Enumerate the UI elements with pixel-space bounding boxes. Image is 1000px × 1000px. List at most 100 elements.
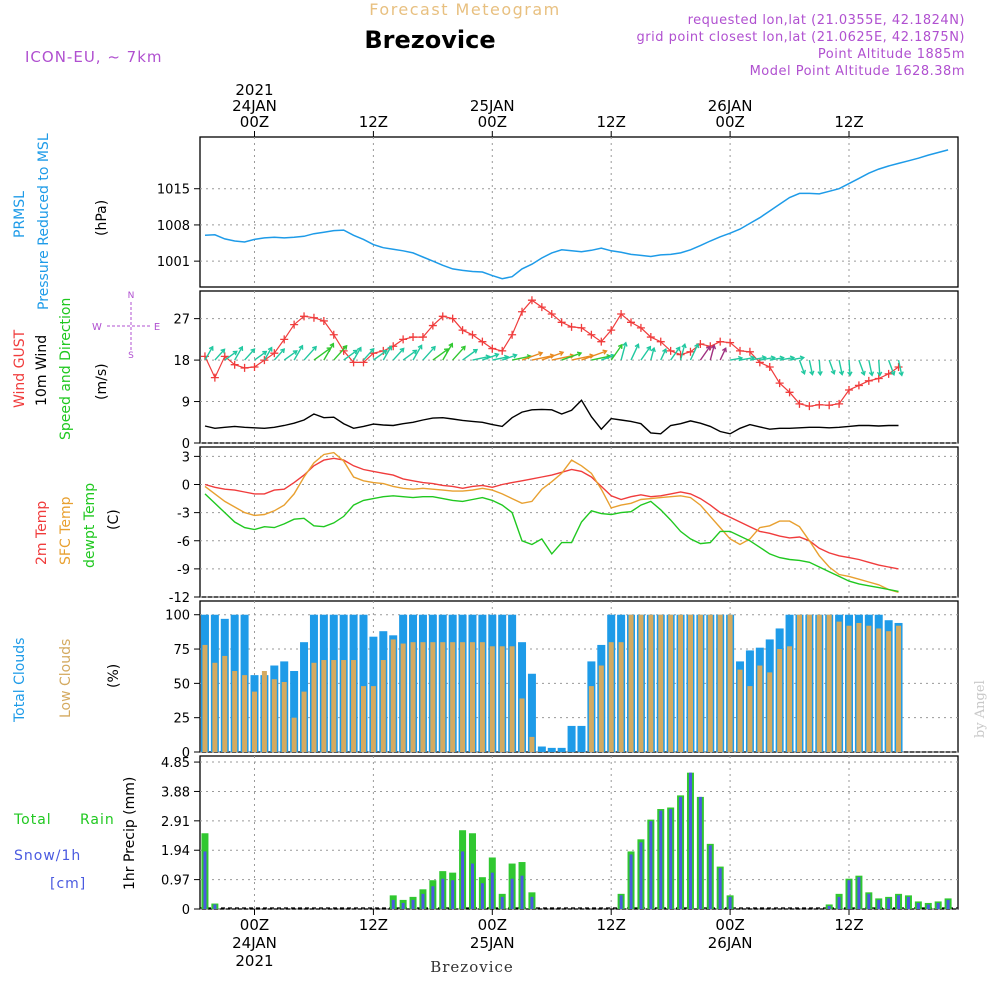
wind-arrow-head bbox=[675, 346, 681, 352]
wind-arrow-shaft bbox=[263, 347, 273, 361]
wind-gust-marker bbox=[607, 326, 616, 335]
precip-snow-bar bbox=[520, 875, 524, 909]
cloud-low-bar bbox=[410, 642, 416, 752]
wind-gust-marker bbox=[527, 296, 536, 305]
cloud-low-bar bbox=[796, 614, 802, 752]
cloud-low-bar bbox=[261, 671, 267, 752]
wind-ytick-label: 9 bbox=[182, 396, 190, 411]
pressure-label-unit: (hPa) bbox=[94, 200, 110, 236]
compass-w: W bbox=[92, 322, 102, 333]
top-time-label: 24JAN bbox=[232, 97, 277, 115]
wind-direction-arrow bbox=[561, 351, 583, 361]
precip-snow-bar bbox=[916, 902, 920, 909]
top-time-label: 00Z bbox=[478, 113, 507, 131]
pressure-label-prmsl: PRMSL bbox=[12, 191, 28, 238]
cloud-low-bar bbox=[836, 621, 842, 752]
wind-arrow-head bbox=[238, 345, 244, 351]
cloud-total-bar bbox=[359, 614, 368, 752]
wind-gust-marker bbox=[329, 330, 338, 339]
precip-label-cm: [cm] bbox=[50, 876, 86, 892]
wind-gust-marker bbox=[736, 346, 745, 355]
wind-arrow-head bbox=[369, 347, 375, 353]
wind-arrow-head bbox=[860, 370, 866, 376]
wind-arrow-head bbox=[329, 342, 335, 348]
wind-direction-arrow bbox=[283, 350, 298, 361]
wind-direction-arrow bbox=[224, 350, 238, 361]
precip-label-total: Total bbox=[13, 812, 52, 828]
wind-direction-arrow bbox=[887, 359, 896, 376]
wind-gust-marker bbox=[656, 337, 665, 346]
wind-gust-marker bbox=[646, 333, 655, 342]
cloud-low-bar bbox=[608, 642, 614, 752]
wind-gust-marker bbox=[409, 333, 418, 342]
cloud-low-bar bbox=[242, 675, 248, 752]
wind-arrow-head bbox=[617, 343, 623, 349]
precip-panel-labels: Total Rain Snow/1h [cm] 1hr Precip (mm) bbox=[13, 777, 138, 892]
wind-arrow-head bbox=[538, 351, 544, 357]
temp-label-2m: 2m Temp bbox=[34, 501, 50, 565]
cloud-low-bar bbox=[301, 691, 307, 752]
wind-arrow-shaft bbox=[571, 354, 594, 361]
wind-arrow-shaft bbox=[689, 343, 699, 361]
wind-direction-arrow bbox=[442, 342, 454, 361]
wind-direction-arrow bbox=[709, 344, 717, 361]
wind-gust-marker bbox=[537, 303, 546, 312]
cloud-low-bar bbox=[440, 642, 446, 752]
temp-sfc-line bbox=[204, 451, 899, 593]
wind-arrow-shaft bbox=[709, 345, 715, 361]
precip-snow-bar bbox=[827, 905, 831, 909]
wind-ytick-label: 18 bbox=[173, 354, 190, 369]
wind-ytick-label: 0 bbox=[182, 437, 190, 452]
wind-arrow-shaft bbox=[362, 348, 375, 361]
wind-arrow-shaft bbox=[739, 356, 755, 361]
wind-arrow-head bbox=[399, 347, 405, 353]
wind-label-10m: 10m Wind bbox=[34, 335, 50, 406]
wind-arrow-shaft bbox=[719, 348, 727, 361]
precip-snow-bar bbox=[847, 880, 851, 909]
wind-gust-marker bbox=[319, 316, 328, 325]
bottom-time-label: 24JAN bbox=[232, 934, 277, 952]
wind-arrow-shaft bbox=[779, 356, 794, 361]
precip-snow-bar bbox=[391, 899, 395, 909]
wind-arrow-head bbox=[382, 349, 388, 355]
wind-gust-marker bbox=[567, 322, 576, 331]
compass-n: N bbox=[128, 291, 135, 301]
wind-direction-arrow bbox=[729, 355, 744, 362]
wind-arrow-shaft bbox=[838, 359, 843, 375]
wind-arrow-shaft bbox=[660, 348, 667, 361]
wind-arrow-head bbox=[387, 345, 393, 351]
wind-gust-marker bbox=[577, 323, 586, 332]
wind-compass: N W E S bbox=[92, 291, 160, 361]
model-name: ICON-EU, ~ 7km bbox=[25, 48, 163, 66]
cloud-low-bar bbox=[430, 642, 436, 752]
cloud-low-bar bbox=[826, 614, 832, 752]
precip-snow-bar bbox=[411, 899, 415, 909]
temp-2m-line bbox=[204, 457, 899, 570]
cloud-low-bar bbox=[321, 660, 327, 752]
wind-arrow-head bbox=[809, 370, 815, 376]
wind-arrow-head bbox=[312, 345, 317, 351]
precip-snow-bar bbox=[708, 845, 712, 909]
wind-direction-arrow bbox=[412, 344, 423, 361]
wind-arrow-shaft bbox=[333, 345, 348, 361]
wind-gust-marker bbox=[636, 323, 645, 332]
cloud-low-bar bbox=[648, 614, 654, 752]
wind-arrow-shaft bbox=[303, 346, 317, 361]
wind-gust-marker bbox=[458, 326, 467, 335]
cloud-low-bar bbox=[668, 614, 674, 752]
wind-direction-arrow bbox=[392, 347, 405, 361]
cloud-total-bar bbox=[518, 642, 527, 752]
wind-gust-marker bbox=[300, 312, 309, 321]
cloud-low-bar bbox=[658, 614, 664, 752]
bottom-time-label: 12Z bbox=[597, 916, 626, 934]
cloud-low-bar bbox=[876, 628, 882, 752]
wind-arrow-head bbox=[830, 369, 836, 376]
wind-direction-arrow bbox=[817, 360, 823, 377]
wind-direction-arrow bbox=[273, 348, 286, 361]
wind-arrow-shaft bbox=[610, 344, 623, 361]
cloud-low-bar bbox=[331, 660, 337, 752]
wind-arrow-shaft bbox=[293, 345, 304, 361]
wind-arrow-head bbox=[208, 345, 214, 351]
wind-direction-arrow bbox=[263, 346, 273, 361]
precip-snow-bar bbox=[659, 810, 663, 909]
